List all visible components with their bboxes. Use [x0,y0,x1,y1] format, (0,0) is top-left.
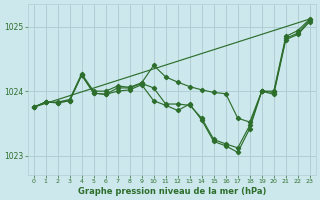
X-axis label: Graphe pression niveau de la mer (hPa): Graphe pression niveau de la mer (hPa) [77,187,266,196]
